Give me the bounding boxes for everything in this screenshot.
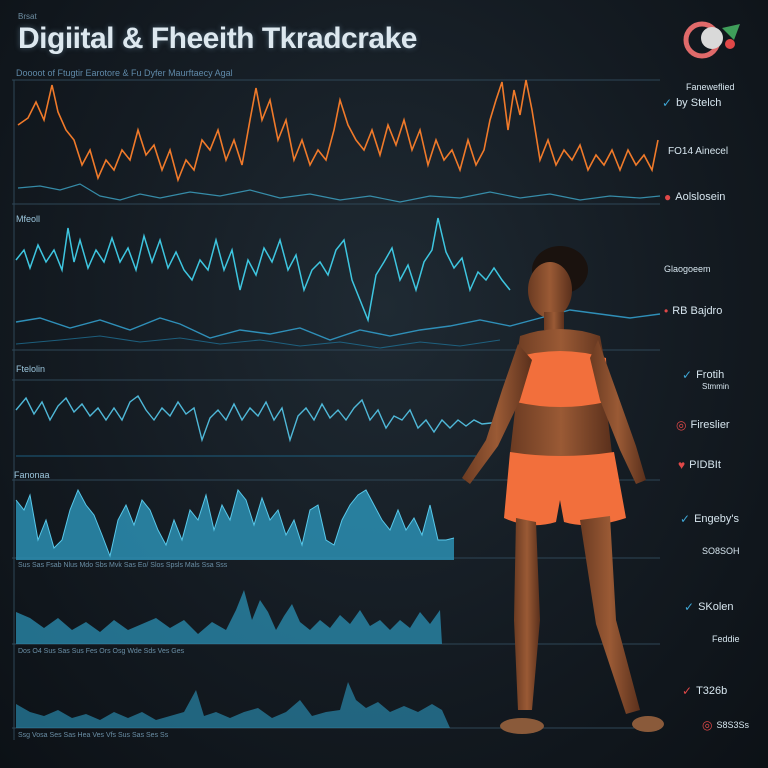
- page-subtitle: Doooot of Ftugtir Earotore & Fu Dyfer Ma…: [16, 68, 233, 78]
- side-label-15: ✓ T326b: [682, 684, 728, 698]
- drop-icon: ●: [664, 190, 672, 204]
- blue-wave-3: [15, 394, 501, 443]
- side-label-11: ✓ Engeby's: [680, 512, 739, 526]
- side-label-10: ♥ PIDBIt: [678, 458, 721, 472]
- section-label-3: Fanonaa: [14, 470, 50, 480]
- orange-wave: [17, 79, 659, 183]
- corner-tag: Brsat: [18, 12, 37, 21]
- side-label-4: ● Aolslosein: [664, 190, 726, 204]
- side-label-5: Glaogoeem: [664, 264, 711, 274]
- axis-labels-row-2: Dos O4 Sus Sas Sus Fes Ors Osg Wde Sds V…: [18, 648, 185, 655]
- area-chart-2: [16, 590, 442, 644]
- area-chart-1: [16, 490, 454, 560]
- side-label-8: Stmmin: [702, 382, 730, 391]
- blue-slow-wave-2: [15, 335, 501, 349]
- side-label-6: • RB Bajdro: [664, 304, 723, 318]
- axis-labels-row-1: Sus Sas Fsab Nlus Mdo Sbs Mvk Sas Eo/ Sl…: [18, 562, 228, 569]
- area-chart-3: [16, 682, 450, 728]
- teal-baseline-1: [17, 183, 661, 203]
- dot-icon: •: [664, 304, 669, 318]
- athlete-figure: [462, 246, 664, 734]
- brand-logo: [683, 21, 740, 59]
- check-icon: ✓: [680, 512, 691, 526]
- side-label-13: ✓ SKolen: [684, 600, 734, 614]
- check-icon: ✓: [684, 600, 695, 614]
- check-icon: ✓: [682, 368, 693, 382]
- check-icon: ✓: [662, 96, 673, 110]
- side-label-14: Feddie: [712, 634, 740, 644]
- target-icon: ◎: [676, 418, 687, 432]
- page-title: Digiital & Fheeith Tkradcrake: [18, 22, 417, 55]
- side-label-3: FO14 Ainecel: [668, 146, 729, 157]
- heart-icon: ♥: [678, 458, 686, 472]
- axis-labels-row-3: Ssg Vosa Ses Sas Hea Ves Vfs Sus Sas Ses…: [18, 732, 169, 739]
- check-icon: ✓: [682, 684, 693, 698]
- side-label-7: ✓ Frotih: [682, 368, 725, 382]
- side-label-16: ◎ S8S3Ss: [702, 718, 750, 732]
- side-label-2: ✓ by Stelch: [662, 96, 722, 110]
- section-label-1: Mfeoll: [16, 214, 41, 224]
- side-label-12: SO8SOH: [702, 546, 740, 556]
- section-label-2: Ftelolin: [16, 364, 46, 374]
- cyan-wave: [15, 217, 511, 323]
- target-icon: ◎: [702, 718, 713, 732]
- area-chart-1-edge: [15, 488, 455, 558]
- side-label-1: Faneweflied: [686, 82, 735, 92]
- side-label-9: ◎ Fireslier: [676, 418, 730, 432]
